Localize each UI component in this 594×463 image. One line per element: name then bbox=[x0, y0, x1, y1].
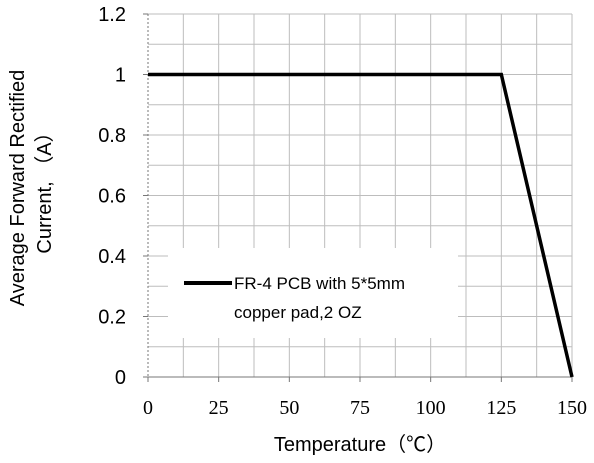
x-tick-label: 125 bbox=[486, 397, 516, 419]
y-tick-label: 0.4 bbox=[98, 246, 126, 268]
y-tick-label: 0.6 bbox=[98, 186, 126, 208]
x-tick-label: 75 bbox=[350, 397, 370, 419]
y-tick-labels: 0 0.2 0.4 0.6 0.8 1 1.2 bbox=[98, 4, 126, 389]
x-tick-label: 50 bbox=[279, 397, 299, 419]
legend-label-line2: copper pad,2 OZ bbox=[234, 303, 362, 322]
y-axis-title-line1: Average Forward Rectified bbox=[7, 70, 29, 306]
legend-label-line1: FR-4 PCB with 5*5mm bbox=[234, 274, 405, 293]
y-axis-title-line2: Current, （A） bbox=[33, 122, 56, 253]
series-line bbox=[148, 72, 574, 378]
y-tick-label: 0.2 bbox=[98, 307, 126, 329]
x-axis-title: Temperature（℃） bbox=[274, 433, 446, 456]
x-tick-labels: 0 25 50 75 100 125 150 bbox=[143, 397, 587, 419]
y-tick-label: 1.2 bbox=[98, 4, 126, 26]
x-tick-label: 150 bbox=[557, 397, 587, 419]
x-tick-label: 100 bbox=[416, 397, 446, 419]
y-tick-label: 0.8 bbox=[98, 125, 126, 147]
y-tick-label: 1 bbox=[115, 65, 126, 87]
x-tick-label: 25 bbox=[209, 397, 229, 419]
x-tick-label: 0 bbox=[143, 397, 153, 419]
legend: FR-4 PCB with 5*5mm copper pad,2 OZ bbox=[168, 248, 458, 338]
legend-box bbox=[168, 248, 458, 338]
y-tick-label: 0 bbox=[115, 367, 126, 389]
series-layer bbox=[148, 72, 574, 378]
